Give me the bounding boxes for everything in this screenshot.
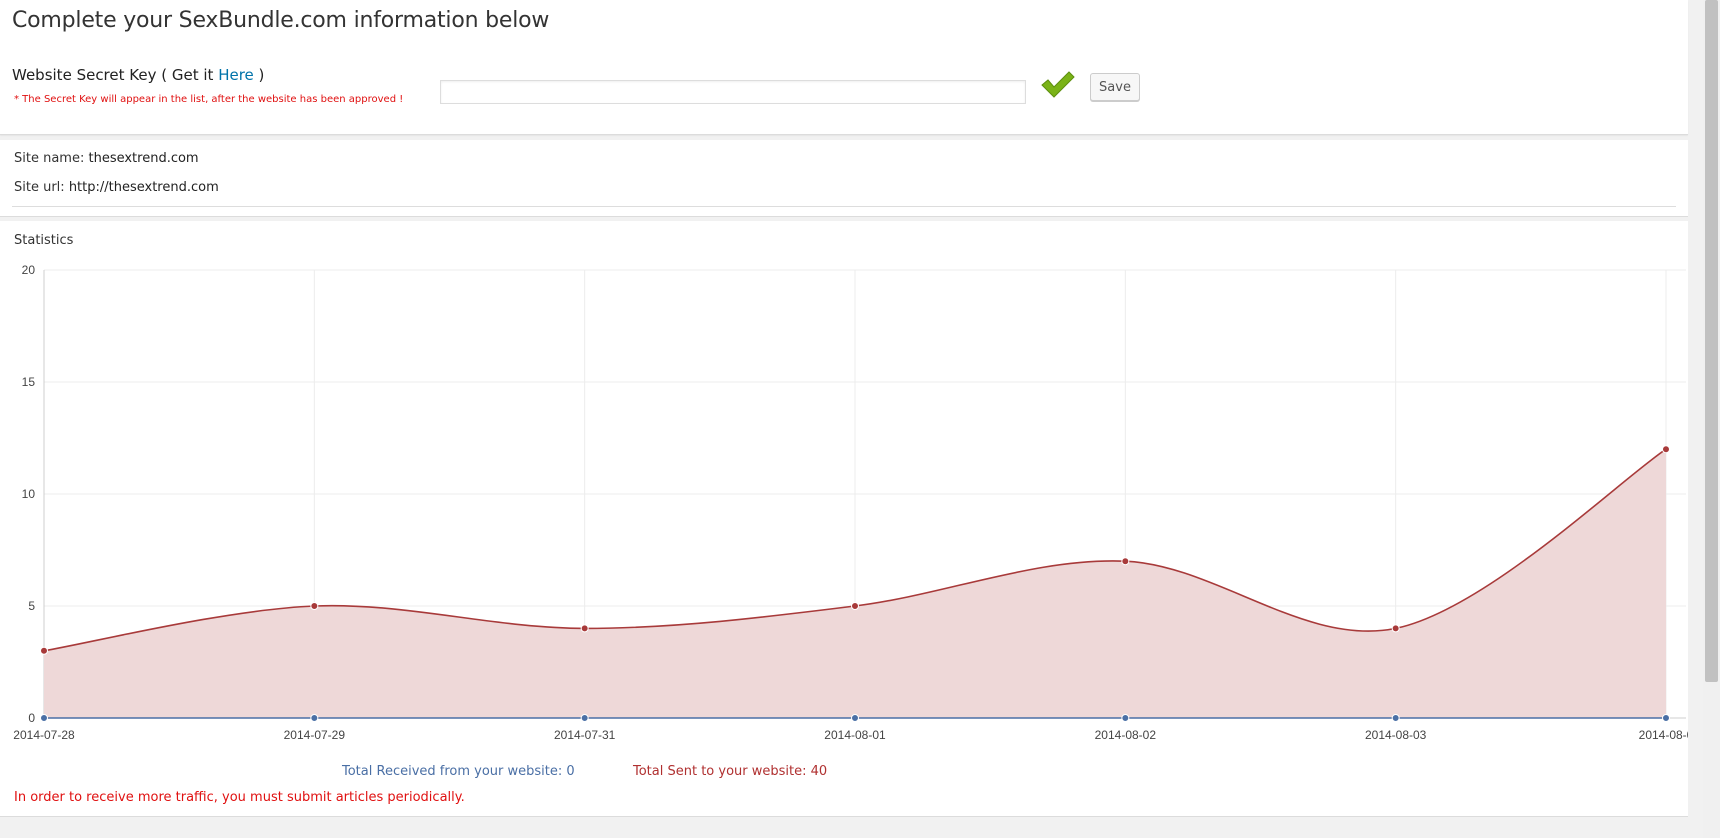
x-tick-label: 2014-07-28	[13, 728, 75, 742]
series-0-point	[1391, 624, 1400, 633]
series-1-point	[310, 714, 319, 722]
y-tick-label: 5	[28, 599, 35, 613]
site-url-value: http://thesextrend.com	[68, 180, 219, 195]
secret-key-label-suffix: )	[253, 66, 265, 84]
series-1-point	[40, 714, 48, 722]
legend-received-label: Total Received from your website:	[342, 764, 563, 779]
secret-key-label: Website Secret Key ( Get it Here )	[12, 66, 264, 84]
series-1-point	[1121, 714, 1130, 722]
secret-key-panel: Complete your SexBundle.com information …	[0, 0, 1688, 135]
statistics-panel: Statistics 0 5 10 15 20 2014-07-28 2014-07-29 2…	[0, 221, 1688, 817]
secret-key-label-prefix: Website Secret Key ( Get it	[12, 66, 219, 84]
site-info-panel: Site name: thesextrend.com Site url: htt…	[0, 140, 1688, 217]
series-0-point	[1662, 445, 1670, 454]
x-tick-label: 2014-08-0	[1639, 728, 1688, 742]
page-title: Complete your SexBundle.com information …	[12, 8, 550, 33]
x-tick-label: 2014-08-01	[824, 728, 886, 742]
statistics-chart: 0 5 10 15 20 2014-07-28 2014-07-29 2014-07-31 20…	[13, 263, 1688, 742]
series-0-area	[44, 449, 1666, 718]
secret-key-input[interactable]	[440, 80, 1026, 104]
get-secret-key-link[interactable]: Here	[218, 66, 254, 84]
series-1-point	[580, 714, 589, 722]
legend-received: Total Received from your website: 0	[342, 764, 575, 779]
y-tick-label: 0	[28, 711, 35, 725]
series-0-point	[40, 646, 48, 655]
legend-sent: Total Sent to your website: 40	[633, 764, 827, 779]
site-url-label: Site url:	[14, 180, 65, 195]
series-0-point	[851, 602, 859, 610]
y-tick-label: 20	[22, 263, 36, 277]
traffic-notice: In order to receive more traffic, you mu…	[14, 790, 465, 805]
y-tick-label: 15	[22, 375, 36, 389]
series-1-point	[851, 714, 859, 722]
series-0-point	[1121, 557, 1130, 566]
site-name-row: Site name: thesextrend.com	[14, 151, 199, 166]
x-tick-label: 2014-07-31	[554, 728, 616, 742]
legend-sent-value: 40	[810, 764, 828, 779]
x-tick-label: 2014-08-03	[1365, 728, 1427, 742]
secret-key-note: * The Secret Key will appear in the list…	[14, 94, 404, 105]
legend-sent-label: Total Sent to your website:	[633, 764, 807, 779]
x-tick-label: 2014-08-02	[1095, 728, 1157, 742]
series-1-point	[1662, 714, 1670, 722]
series-1-point	[1391, 714, 1400, 722]
site-url-row: Site url: http://thesextrend.com	[14, 180, 219, 195]
series-0-point	[580, 624, 589, 633]
statistics-title: Statistics	[14, 233, 74, 248]
series-0-point	[310, 602, 319, 610]
site-name-label: Site name:	[14, 151, 85, 166]
x-tick-label: 2014-07-29	[284, 728, 346, 742]
legend-received-value: 0	[566, 764, 575, 779]
site-name-value: thesextrend.com	[88, 151, 199, 166]
scrollbar-thumb[interactable]	[1705, 0, 1718, 682]
y-tick-label: 10	[22, 487, 36, 501]
divider	[12, 206, 1676, 207]
checkmark-icon	[1041, 71, 1075, 98]
save-button[interactable]: Save	[1090, 73, 1140, 101]
